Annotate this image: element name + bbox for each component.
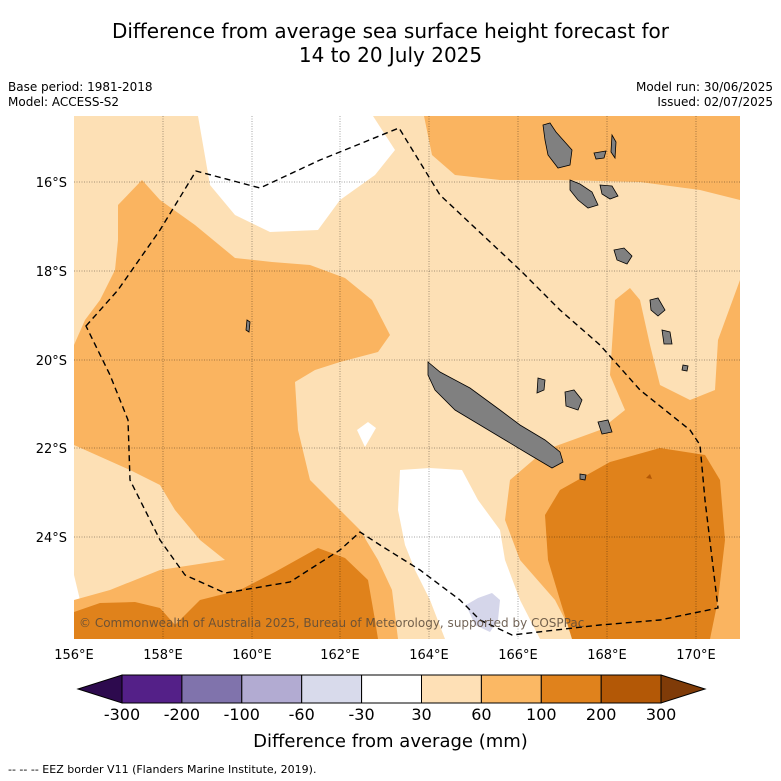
new-caledonia-land: [427, 361, 564, 469]
vanuatu-island-4: [593, 150, 607, 160]
colorbar-tick-label: -100: [224, 705, 260, 724]
island-east-2: [661, 329, 673, 345]
meta-right: Model run: 30/06/2025 Issued: 02/07/2025: [636, 80, 773, 110]
loyalty-island-3: [536, 377, 546, 394]
neutral-region-north: [198, 116, 395, 232]
eez-border: [85, 127, 719, 636]
lon-label: 160°E: [232, 648, 272, 663]
colorbar-segment: [421, 674, 482, 704]
base-period: Base period: 1981-2018: [8, 80, 153, 94]
vanuatu-north-island: [542, 122, 573, 169]
colorbar-segment: [301, 674, 363, 704]
landmasses: [245, 122, 689, 481]
colorbar-segment: [540, 674, 602, 704]
longitude-labels: 156°E 158°E 160°E 162°E 164°E 166°E 168°…: [54, 648, 716, 663]
colorbar-tick-label: 100: [526, 705, 557, 724]
colorbar-segments: [121, 674, 662, 704]
colorbar-segment: [241, 674, 303, 704]
vanuatu-island: [569, 179, 599, 209]
colorbar-tick-label: 200: [586, 705, 617, 724]
colorbar-left-extension: [76, 674, 123, 704]
title-line-1: Difference from average sea surface heig…: [111, 19, 670, 43]
colorbar-segment: [361, 674, 423, 704]
colorbar-tick-label: -60: [289, 705, 315, 724]
neutral-region-south: [398, 468, 540, 639]
band-100-200-southwest: [74, 548, 378, 639]
lat-label: 22°S: [36, 442, 67, 457]
colorbar-tick-label: -300: [104, 705, 140, 724]
colorbar-segment: [121, 674, 183, 704]
colorbar-tick-label: -30: [349, 705, 375, 724]
vanuatu-island-2: [599, 184, 619, 200]
colorbar: -300 -200 -100 -60 -30 30 60 100 200 300: [76, 674, 707, 724]
lon-label: 168°E: [587, 648, 627, 663]
colorbar-segment: [181, 674, 243, 704]
band-100-200-east: [545, 448, 725, 639]
colorbar-tick-label: -200: [164, 705, 200, 724]
loyalty-island-1: [564, 389, 583, 411]
colorbar-tick-label: 300: [646, 705, 677, 724]
colorbar-tick-label: 30: [411, 705, 431, 724]
issued-date: Issued: 02/07/2025: [657, 95, 773, 109]
band-60-100-west: [74, 180, 398, 639]
eez-footnote: -- -- -- EEZ border V11 (Flanders Marine…: [8, 763, 317, 776]
model-name: Model: ACCESS-S2: [8, 95, 120, 109]
vanuatu-island-5: [613, 247, 633, 265]
map-area: [74, 116, 740, 639]
band-200-300-spot: [646, 474, 652, 479]
colorbar-segment: [600, 674, 662, 704]
lon-label: 156°E: [54, 648, 94, 663]
gridlines: [74, 116, 740, 639]
copyright-notice: © Commonwealth of Australia 2025, Bureau…: [79, 616, 584, 630]
map-title: Difference from average sea surface heig…: [0, 19, 781, 67]
band-30-60-northwest: [74, 116, 198, 250]
band-60-100-northeast: [424, 116, 740, 200]
lat-label: 20°S: [36, 354, 67, 369]
island-south: [579, 473, 587, 481]
reef-island: [245, 319, 251, 333]
lon-label: 170°E: [676, 648, 716, 663]
loyalty-island-2: [597, 419, 613, 435]
island-east-3: [681, 364, 689, 372]
neutral-patch: [357, 422, 376, 447]
lon-label: 164°E: [409, 648, 449, 663]
colorbar-label: Difference from average (mm): [253, 731, 528, 752]
latitude-labels: 16°S 18°S 20°S 22°S 24°S: [36, 176, 67, 546]
vanuatu-island-3: [610, 133, 617, 160]
colorbar-tick-label: 60: [471, 705, 491, 724]
colorbar-right-extension: [660, 674, 707, 704]
model-run: Model run: 30/06/2025: [635, 80, 773, 94]
lat-label: 18°S: [36, 265, 67, 280]
meta-left: Base period: 1981-2018 Model: ACCESS-S2: [8, 80, 153, 110]
lat-label: 16°S: [36, 176, 67, 191]
lon-label: 162°E: [320, 648, 360, 663]
island-east-1: [649, 297, 666, 317]
colorbar-ticks: -300 -200 -100 -60 -30 30 60 100 200 300: [104, 705, 677, 724]
lat-label: 24°S: [36, 531, 67, 546]
title-line-2: 14 to 20 July 2025: [298, 43, 483, 67]
negative-anomaly: [466, 593, 500, 632]
lon-label: 166°E: [498, 648, 538, 663]
lon-label: 158°E: [143, 648, 183, 663]
colorbar-segment: [480, 674, 542, 704]
